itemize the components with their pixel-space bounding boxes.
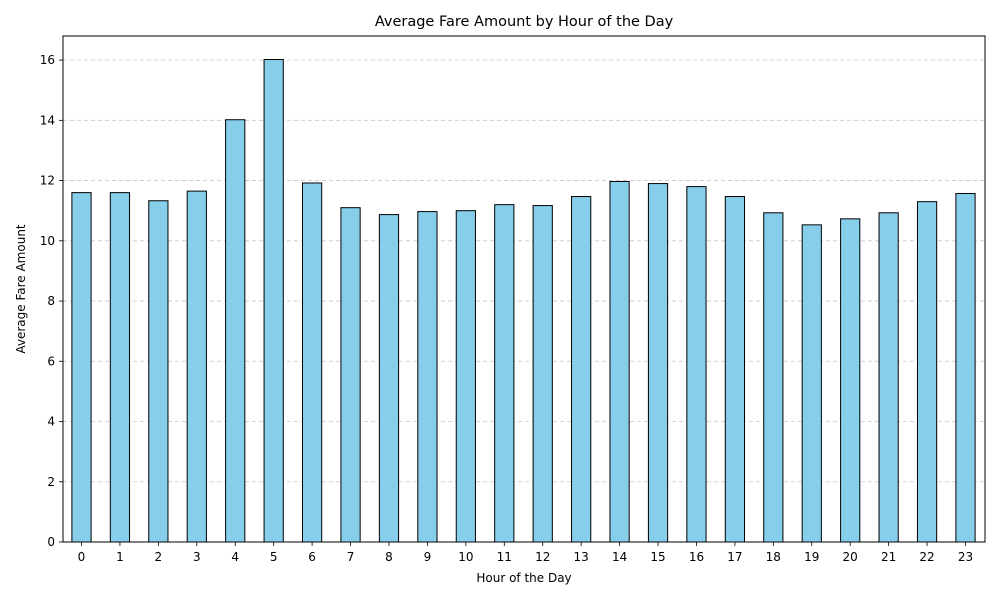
x-tick-label: 7 (347, 550, 355, 564)
plot-frame (62, 35, 986, 543)
y-tick-label: 12 (40, 174, 55, 188)
y-tick-label: 8 (47, 294, 55, 308)
bar-hour-8 (378, 214, 400, 543)
bar-hour-2 (148, 200, 169, 543)
bar-hour-4 (225, 119, 246, 543)
x-tick-label: 20 (843, 550, 858, 564)
x-tick-label: 3 (193, 550, 201, 564)
x-tick-label: 18 (766, 550, 781, 564)
y-tick-label: 10 (40, 234, 55, 248)
y-axis-ticks: 0 2 4 6 8 10 12 14 16 (40, 53, 63, 549)
y-tick-label: 14 (40, 113, 55, 127)
chart-title: Average Fare Amount by Hour of the Day (375, 14, 674, 30)
bar-hour-12 (532, 205, 553, 543)
bar-hour-11 (494, 204, 515, 543)
x-tick-label: 13 (574, 550, 589, 564)
bar-hour-1 (109, 192, 131, 543)
bar-hour-0 (71, 192, 92, 543)
bar-hour-20 (840, 218, 861, 543)
bar-hour-22 (916, 201, 938, 543)
x-tick-label: 23 (958, 550, 973, 564)
bar-hour-23 (955, 193, 976, 543)
bar-hour-21 (878, 212, 899, 543)
x-axis-label: Hour of the Day (476, 571, 571, 585)
bar-hour-16 (686, 186, 707, 543)
x-tick-label: 12 (535, 550, 550, 564)
x-tick-label: 10 (458, 550, 473, 564)
x-tick-label: 9 (424, 550, 432, 564)
bar-hour-14 (609, 180, 630, 543)
x-tick-label: 21 (881, 550, 896, 564)
y-tick-label: 6 (47, 354, 55, 368)
bar-hour-7 (340, 207, 361, 543)
x-tick-label: 14 (612, 550, 627, 564)
bar-hour-10 (455, 210, 476, 543)
y-axis-label: Average Fare Amount (14, 224, 28, 354)
bar-hour-15 (647, 183, 669, 543)
x-tick-label: 11 (497, 550, 512, 564)
bar-hour-3 (186, 190, 207, 543)
bar-hour-17 (724, 196, 745, 543)
x-axis-ticks: 0 1 2 3 4 5 6 7 8 9 10 11 12 13 14 15 16 17 18 19 20 21 22 23 (78, 542, 973, 564)
x-tick-label: 1 (116, 550, 124, 564)
x-tick-label: 16 (689, 550, 704, 564)
x-tick-label: 8 (385, 550, 393, 564)
x-tick-label: 17 (727, 550, 742, 564)
x-tick-label: 6 (308, 550, 316, 564)
bar-hour-5 (263, 58, 284, 543)
bar-hour-9 (417, 211, 438, 543)
x-tick-label: 15 (650, 550, 665, 564)
y-tick-label: 16 (40, 53, 55, 67)
bar-hour-19 (801, 224, 822, 543)
x-tick-label: 22 (919, 550, 934, 564)
x-tick-label: 0 (78, 550, 86, 564)
y-tick-label: 2 (47, 475, 55, 489)
y-tick-label: 4 (47, 415, 55, 429)
x-tick-label: 4 (231, 550, 239, 564)
x-tick-label: 5 (270, 550, 278, 564)
bars (71, 58, 976, 543)
bar-hour-13 (571, 196, 592, 543)
bar-hour-6 (302, 182, 323, 543)
bar-hour-18 (763, 212, 784, 543)
y-tick-label: 0 (47, 535, 55, 549)
x-tick-label: 19 (804, 550, 819, 564)
x-tick-label: 2 (155, 550, 163, 564)
